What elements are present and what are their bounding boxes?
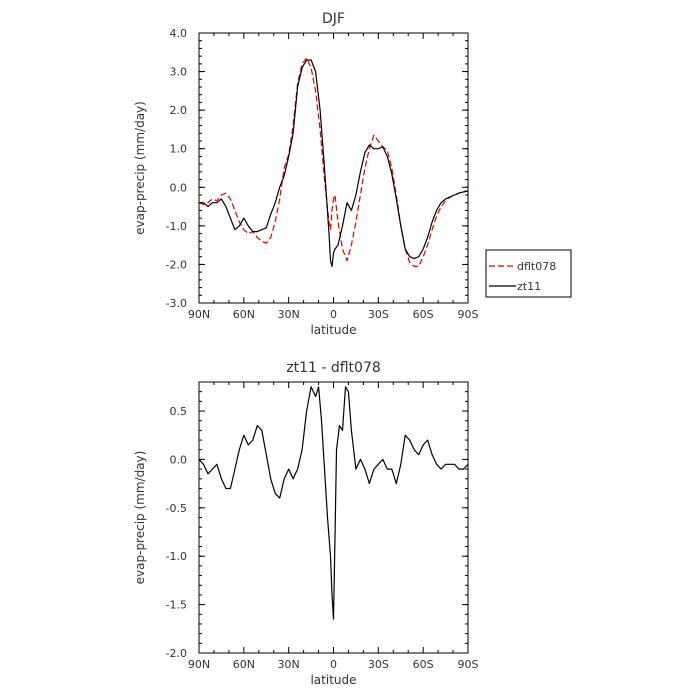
y-tick-label: -3.0	[166, 297, 187, 310]
x-tick-label: 30N	[278, 658, 300, 671]
x-tick-label: 90S	[458, 308, 479, 321]
axis-ticks: 90N 60N 30N 0 30S 60S 90S -3.0 -2.0 -1.0 0.0 1.0 2.0…	[166, 27, 479, 321]
legend: dflt078 zt11	[485, 249, 572, 298]
y-tick-label: 0.5	[170, 405, 188, 418]
x-tick-label: 90N	[188, 308, 210, 321]
axis-ticks: 90N 60N 30N 0 30S 60S 90S -2.0 -1.5 -1.0 -0.5 0.0 0.…	[166, 381, 479, 671]
x-tick-label: 60N	[233, 308, 255, 321]
x-tick-label: 30S	[368, 658, 389, 671]
x-tick-label: 90S	[458, 658, 479, 671]
y-tick-label: 3.0	[170, 66, 188, 79]
y-tick-label: 4.0	[170, 27, 188, 40]
x-axis-label: latitude	[310, 673, 356, 687]
x-tick-label: 30N	[278, 308, 300, 321]
y-tick-label: 0.0	[170, 453, 188, 466]
y-tick-label: -2.0	[166, 647, 187, 660]
bottom-panel: zt11 - dflt078 90N 60N 30N 0 30S 60S 90S -2.0 -1…	[133, 360, 479, 687]
x-tick-label: 60N	[233, 658, 255, 671]
legend-box	[485, 249, 572, 298]
y-axis-label: evap-precip (mm/day)	[133, 451, 147, 585]
y-tick-label: -1.0	[166, 220, 187, 233]
y-tick-label: -1.0	[166, 550, 187, 563]
x-tick-label: 30S	[368, 308, 389, 321]
x-tick-label: 0	[330, 658, 337, 671]
plot-frame	[198, 32, 469, 304]
series-line-dflt078	[198, 57, 468, 267]
y-tick-label: -0.5	[166, 502, 187, 515]
legend-label-dflt078: dflt078	[517, 260, 556, 273]
legend-label-zt11: zt11	[517, 280, 541, 293]
y-tick-label: -2.0	[166, 258, 187, 271]
x-axis-label: latitude	[310, 323, 356, 337]
chart-title: DJF	[322, 11, 345, 27]
series-line-diff-0	[198, 386, 469, 620]
series-group	[198, 57, 469, 267]
x-tick-label: 90N	[188, 658, 210, 671]
y-tick-label: 2.0	[170, 104, 188, 117]
y-tick-label: 0.0	[170, 181, 188, 194]
chart-title: zt11 - dflt078	[286, 360, 381, 376]
x-tick-label: 0	[330, 308, 337, 321]
y-axis-label: evap-precip (mm/day)	[133, 101, 147, 235]
y-tick-label: -1.5	[166, 599, 187, 612]
top-panel: DJF 90N 60N 30N 0 30S 60S 90S -3.0 -2.0 -1.0 0.0 1.…	[133, 11, 479, 337]
x-tick-label: 60S	[413, 308, 434, 321]
y-tick-label: 1.0	[170, 143, 188, 156]
series-group	[198, 386, 469, 620]
series-line-zt11	[199, 59, 469, 267]
x-tick-label: 60S	[413, 658, 434, 671]
